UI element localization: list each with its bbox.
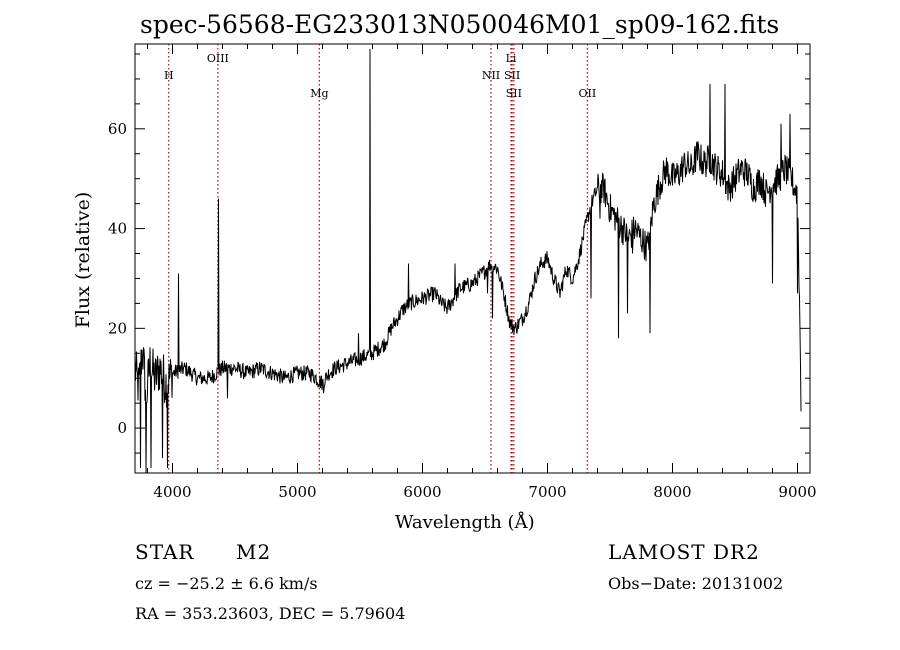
x-tick-label: 8000 [653,483,691,501]
x-tick-label: 9000 [778,483,816,501]
spectral-line-label: OIII [207,52,229,65]
x-tick-label: 7000 [528,483,566,501]
y-tick-label: 60 [108,120,127,138]
observation-date: Obs−Date: 20131002 [608,574,784,593]
x-axis-label: Wavelength (Å) [395,512,535,533]
spectral-line-label: Mg [310,87,328,100]
spectral-line-label: Li [506,52,517,65]
spectral-line-label: OII [579,87,597,100]
redshift-value: cz = −25.2 ± 6.6 km/s [135,574,318,593]
chart-title: spec-56568-EG233013N050046M01_sp09-162.f… [140,10,780,39]
coordinates: RA = 353.23603, DEC = 5.79604 [135,604,406,623]
x-tick-label: 6000 [403,483,441,501]
axes: 4000 5000 6000 7000 8000 9000 0 20 40 60 [108,44,817,501]
spectrum-line [134,48,802,474]
plot-area [134,43,811,474]
y-axis-label: Flux (relative) [72,192,94,329]
spectral-line-label: H [164,69,174,82]
spectral-line-markers: H OIII Mg NII Li SII SII OII [164,44,596,473]
spectral-line-label: SII [506,87,522,100]
x-tick-label: 5000 [278,483,316,501]
object-subclass: M2 [236,540,272,564]
spectrum-series [134,48,802,474]
x-tick-label: 4000 [153,483,191,501]
survey-name: LAMOST DR2 [608,540,760,564]
y-tick-label: 20 [108,319,127,337]
y-tick-label: 0 [117,419,127,437]
spectral-line-label: NII [482,69,500,82]
object-class: STAR [135,540,195,564]
y-tick-label: 40 [108,220,127,238]
spectral-line-label: SII [504,69,520,82]
plot-frame [134,43,811,474]
